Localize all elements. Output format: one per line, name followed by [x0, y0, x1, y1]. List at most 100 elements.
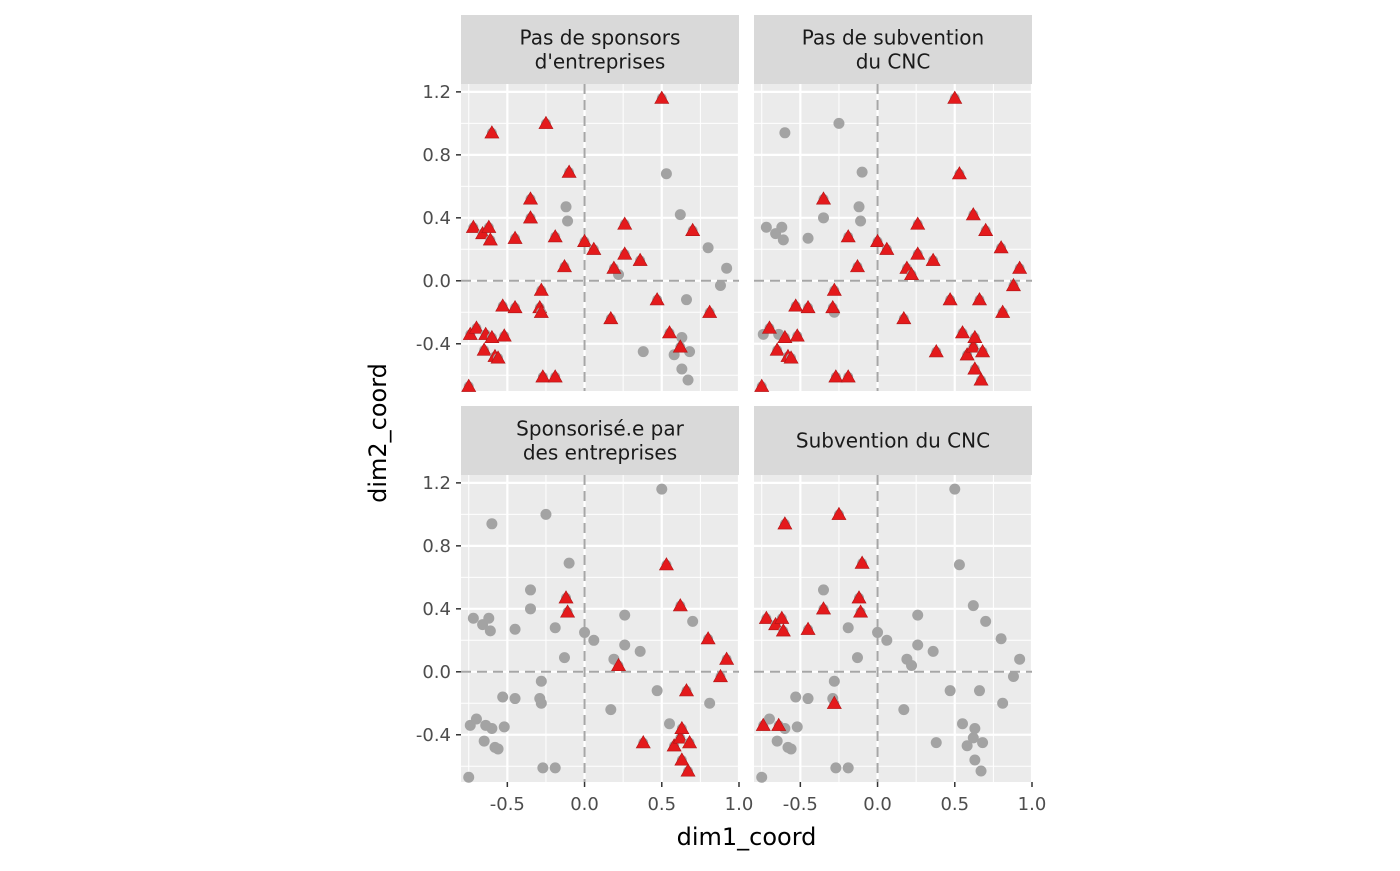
- highlighted-point: [468, 320, 484, 334]
- highlighted-point: [654, 90, 670, 104]
- highlighted-point: [685, 222, 701, 236]
- data-point: [912, 609, 924, 621]
- data-point: [830, 762, 842, 774]
- data-point: [853, 201, 865, 213]
- highlighted-point: [854, 555, 870, 569]
- highlighted-point: [476, 342, 492, 356]
- data-point: [818, 212, 829, 224]
- data-point: [975, 765, 987, 777]
- data-point: [562, 215, 574, 227]
- data-point: [977, 737, 989, 749]
- data-point: [702, 242, 714, 254]
- data-point: [927, 645, 939, 657]
- highlighted-point: [674, 752, 690, 766]
- x-tick-label: 1.0: [725, 794, 754, 815]
- highlighted-point: [632, 252, 648, 266]
- data-point: [776, 221, 788, 233]
- data-point: [1014, 653, 1026, 665]
- data-point: [674, 209, 686, 221]
- data-point: [549, 622, 561, 634]
- data-point: [509, 693, 521, 705]
- facet-strip-title-line: Subvention du CNC: [796, 429, 990, 453]
- facet-strip-title: Pas de subvention du CNC: [802, 26, 984, 74]
- highlighted-point: [825, 299, 841, 314]
- highlighted-point: [674, 720, 690, 735]
- data-point: [898, 704, 910, 716]
- data-point: [492, 743, 504, 755]
- y-tick-label: 0.8: [422, 145, 451, 166]
- highlighted-point: [774, 610, 790, 624]
- highlighted-point: [771, 717, 787, 731]
- data-point: [579, 626, 591, 638]
- highlighted-point: [484, 125, 500, 139]
- highlighted-point: [769, 342, 785, 356]
- data-point: [967, 600, 979, 612]
- data-point: [558, 652, 570, 664]
- y-tick-label: 0.4: [422, 599, 451, 620]
- data-point: [463, 771, 475, 783]
- data-point: [484, 625, 496, 637]
- highlighted-point: [851, 590, 867, 604]
- facet-strip-title-line: du CNC: [856, 50, 931, 74]
- highlighted-point: [712, 668, 728, 683]
- y-tick-label: 1.2: [422, 473, 451, 494]
- highlighted-point: [617, 246, 633, 260]
- highlighted-point: [925, 252, 941, 266]
- data-point: [818, 584, 829, 596]
- data-point: [791, 721, 803, 733]
- highlighted-point: [603, 310, 619, 325]
- highlighted-point: [896, 310, 912, 325]
- data-point: [856, 166, 868, 178]
- data-point: [802, 693, 814, 705]
- data-point: [619, 639, 631, 651]
- data-point: [785, 743, 797, 755]
- highlighted-point: [965, 339, 981, 353]
- highlighted-point: [547, 229, 563, 243]
- highlighted-point: [635, 735, 651, 749]
- highlighted-point: [879, 241, 895, 255]
- data-point: [828, 675, 840, 687]
- data-point: [790, 691, 802, 703]
- y-tick-label: 0.0: [422, 271, 451, 292]
- facet-strip: [461, 406, 739, 475]
- highlighted-point: [849, 259, 865, 273]
- highlighted-point: [719, 651, 735, 665]
- data-point: [588, 634, 600, 646]
- data-point: [967, 732, 979, 744]
- highlighted-point: [490, 350, 506, 364]
- data-point: [660, 168, 672, 180]
- data-point: [714, 280, 726, 292]
- data-point: [676, 331, 688, 343]
- highlighted-point: [840, 369, 856, 383]
- data-point: [535, 697, 547, 709]
- highlighted-point: [496, 328, 512, 342]
- highlighted-point: [965, 207, 981, 221]
- highlighted-point: [560, 604, 576, 618]
- highlighted-point: [783, 350, 799, 364]
- data-point: [535, 675, 547, 687]
- highlighted-point: [910, 246, 926, 260]
- highlighted-point: [828, 369, 844, 383]
- highlighted-point: [533, 282, 549, 296]
- y-tick-label: 0.4: [422, 208, 451, 229]
- x-tick-label: 0.5: [940, 794, 969, 815]
- highlighted-point: [461, 378, 477, 392]
- highlighted-point: [775, 623, 791, 637]
- highlighted-point: [777, 329, 793, 344]
- x-tick-label: 0.0: [863, 794, 892, 815]
- data-point: [498, 721, 510, 733]
- highlighted-point: [606, 260, 622, 274]
- data-point: [478, 735, 490, 747]
- data-point: [957, 718, 968, 730]
- data-point: [802, 232, 814, 244]
- facet-strip-title: Subvention du CNC: [796, 429, 990, 453]
- highlighted-point: [853, 604, 869, 618]
- highlighted-point: [951, 166, 967, 180]
- data-point: [881, 634, 893, 646]
- highlighted-point: [973, 372, 989, 386]
- highlighted-point: [967, 361, 983, 375]
- highlighted-point: [942, 292, 958, 306]
- facet-panel-1: Pas de sponsors d'entreprises -0.4 0.0 0.4 0.…: [416, 15, 741, 392]
- highlighted-point: [586, 241, 602, 255]
